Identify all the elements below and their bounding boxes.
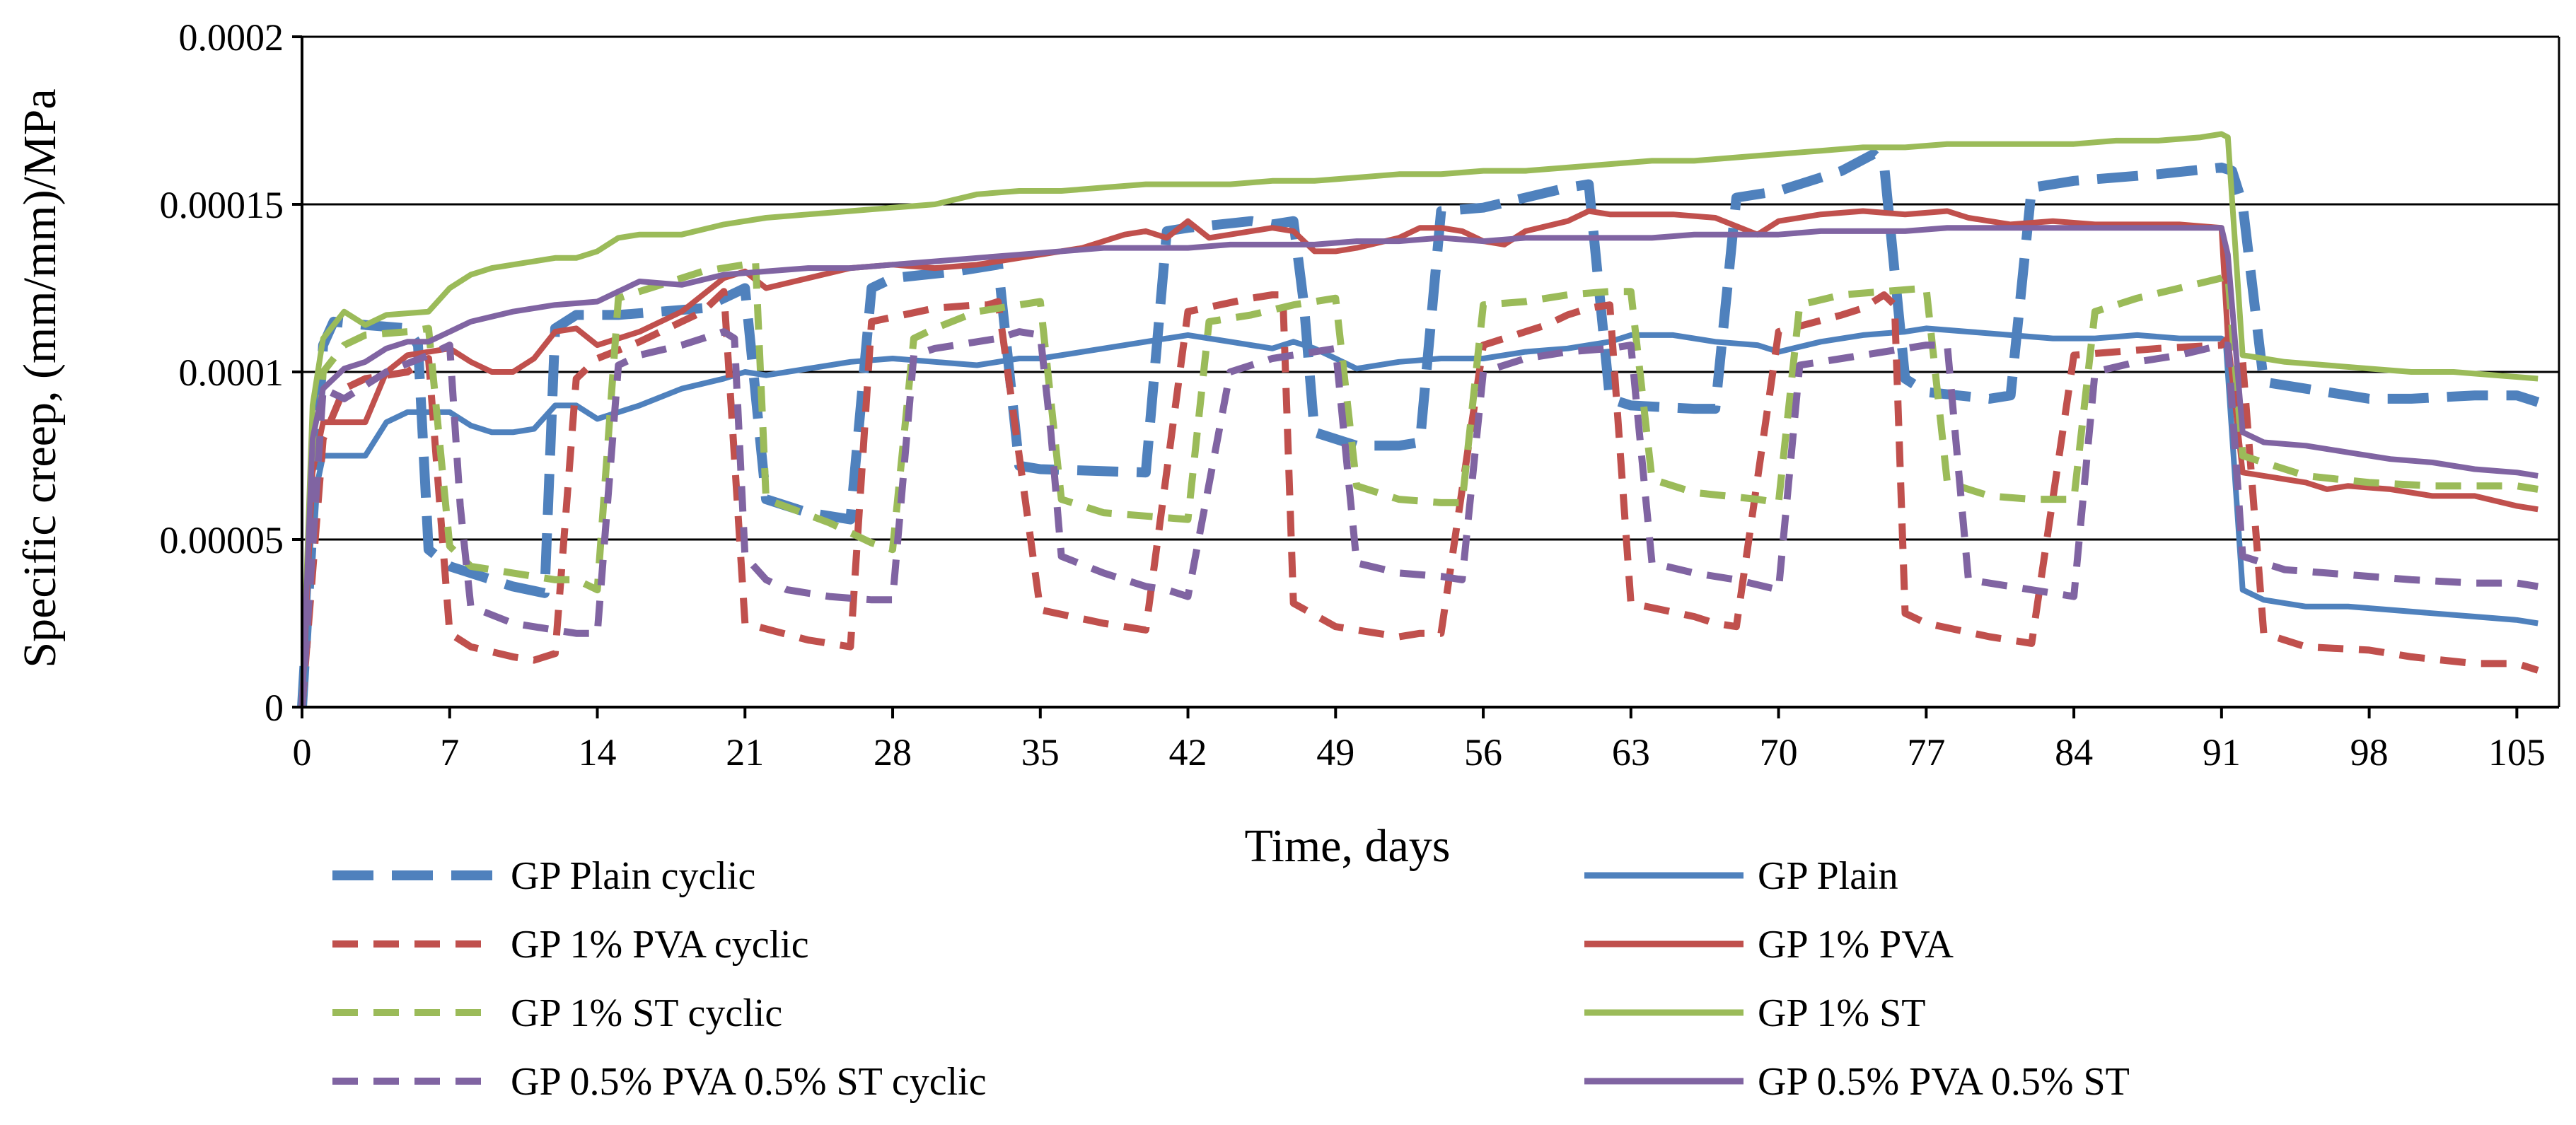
legend-label-gp-1pct-pva: GP 1% PVA [1758, 923, 1954, 967]
legend-label-gp-0-5pct-pva-0-5pct-st-cyclic: GP 0.5% PVA 0.5% ST cyclic [511, 1060, 987, 1104]
y-tick-label-1: 0.00005 [160, 519, 284, 561]
gridlines [302, 35, 2559, 541]
legend-label-gp-plain: GP Plain [1758, 854, 1898, 898]
series-line-gp-0-5pct-pva-0-5pct-st-cyclic [298, 328, 2539, 708]
x-tick-label-3: 21 [726, 731, 764, 774]
x-tick-label-14: 98 [2350, 731, 2389, 774]
series-line-gp-plain-cyclic [297, 148, 2540, 708]
legend-label-gp-1pct-st: GP 1% ST [1758, 991, 1926, 1035]
x-tick-label-13: 91 [2203, 731, 2241, 774]
legend-label-gp-plain-cyclic: GP Plain cyclic [511, 854, 755, 898]
axes [292, 35, 2560, 718]
series-line-gp-1pct-pva [299, 208, 2539, 708]
x-tick-label-9: 63 [1612, 731, 1650, 774]
y-tick-label-0: 0 [265, 687, 284, 729]
series-layer [297, 131, 2540, 708]
x-tick-label-15: 105 [2488, 731, 2546, 774]
series-line-gp-1pct-st-cyclic [298, 257, 2539, 708]
legend-label-gp-1pct-st-cyclic: GP 1% ST cyclic [511, 991, 782, 1035]
x-tick-label-1: 7 [440, 731, 459, 774]
x-tick-label-11: 77 [1907, 731, 1945, 774]
x-tick-label-8: 56 [1464, 731, 1502, 774]
legend-label-gp-0-5pct-pva-0-5pct-st: GP 0.5% PVA 0.5% ST [1758, 1060, 2130, 1104]
x-tick-label-5: 35 [1021, 731, 1060, 774]
legend: GP Plain cyclic GP Plain GP 1% PVA cyclic G… [332, 854, 2130, 1104]
x-axis-title: Time, days [1245, 820, 1451, 872]
x-tick-label-6: 42 [1169, 731, 1207, 774]
series-line-gp-1pct-st [299, 131, 2539, 708]
legend-label-gp-1pct-pva-cyclic: GP 1% PVA cyclic [511, 923, 809, 967]
x-tick-label-10: 70 [1760, 731, 1798, 774]
x-tick-label-4: 28 [874, 731, 912, 774]
x-tick-label-12: 84 [2055, 731, 2093, 774]
y-tick-label-3: 0.00015 [160, 184, 284, 226]
y-tick-label-4: 0.0002 [179, 16, 284, 59]
x-tick-label-0: 0 [293, 731, 312, 774]
x-tick-label-7: 49 [1316, 731, 1354, 774]
y-tick-label-2: 0.0001 [179, 351, 284, 394]
y-axis-title: Specific creep, (mm/mm)/MPa [14, 88, 66, 668]
tick-labels: 0 0.00005 0.0001 0.00015 0.0002 0 7 14 21 28 35 42 4… [160, 16, 2546, 774]
x-tick-label-2: 14 [579, 731, 617, 774]
series-line-gp-0-5pct-pva-0-5pct-st [299, 225, 2539, 708]
